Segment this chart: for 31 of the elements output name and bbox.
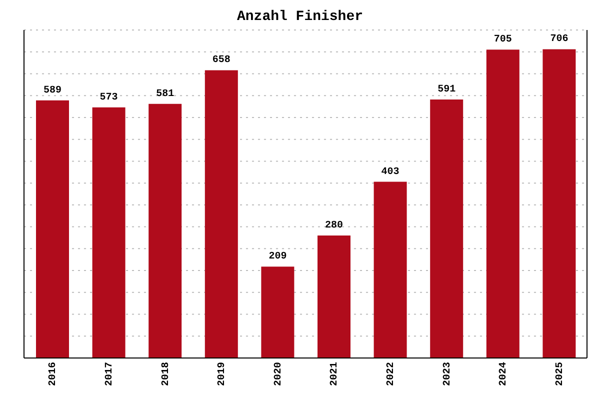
data-label: 658 — [212, 55, 230, 66]
bar — [318, 236, 350, 358]
data-label: 705 — [494, 34, 512, 46]
x-tick-label: 2020 — [273, 362, 284, 386]
bar — [374, 182, 407, 358]
x-tick-label: 2021 — [330, 362, 341, 386]
x-tick-label: 2018 — [160, 362, 172, 386]
bar — [36, 100, 69, 358]
x-tick-label: 2023 — [442, 362, 454, 386]
data-label: 706 — [550, 34, 568, 46]
bar — [148, 104, 182, 358]
x-tick-label: 2025 — [554, 362, 566, 386]
x-tick-label: 2024 — [498, 362, 510, 386]
data-label: 403 — [381, 166, 400, 178]
x-tick-label: 2016 — [48, 362, 60, 386]
bar — [261, 266, 294, 358]
chart-title: Anzahl Finisher — [236, 8, 364, 27]
data-label: 209 — [268, 252, 287, 263]
x-tick-label: 2022 — [386, 362, 398, 386]
bar — [430, 100, 464, 358]
data-label: 591 — [438, 84, 456, 96]
x-tick-label: 2019 — [217, 362, 228, 386]
data-label: 280 — [324, 220, 344, 232]
x-tick-label: 2017 — [104, 362, 116, 386]
data-label: 573 — [100, 92, 118, 104]
bar — [542, 49, 576, 358]
bar — [486, 50, 520, 358]
data-label: 581 — [156, 88, 174, 100]
bar — [92, 107, 126, 358]
bar — [204, 70, 238, 358]
data-label: 589 — [43, 85, 62, 96]
